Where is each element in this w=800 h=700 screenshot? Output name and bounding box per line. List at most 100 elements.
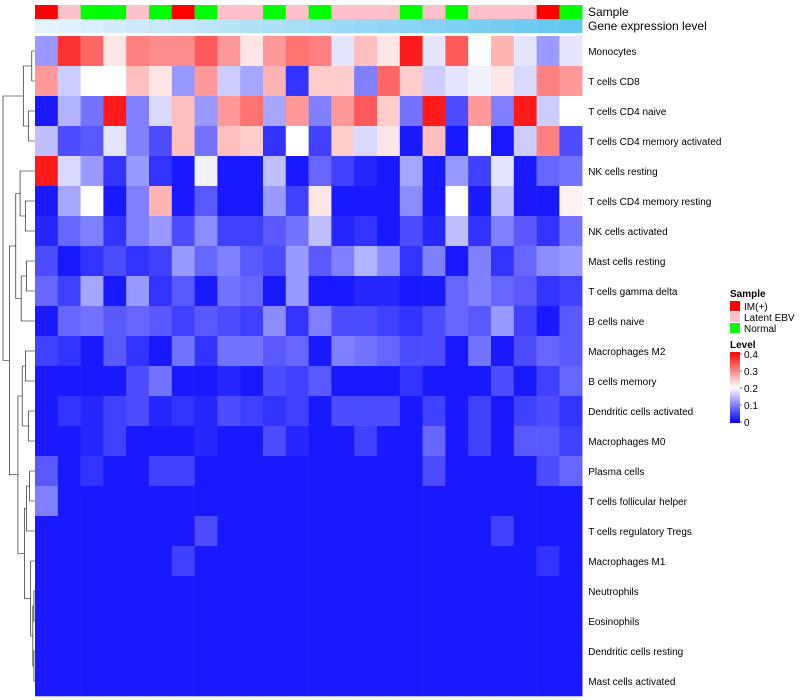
heatmap-cell bbox=[35, 276, 59, 307]
heatmap-cell bbox=[308, 156, 332, 187]
level-legend-title: Level bbox=[730, 340, 756, 351]
heatmap-cell bbox=[422, 66, 446, 97]
heatmap-cell bbox=[354, 396, 378, 427]
heatmap-cell bbox=[331, 426, 355, 457]
heatmap-cell bbox=[217, 666, 241, 697]
heatmap-cell bbox=[126, 636, 150, 667]
heatmap-cell bbox=[468, 276, 492, 307]
sample-annotation-cell bbox=[171, 5, 195, 19]
dendrogram-branch bbox=[32, 605, 34, 667]
heatmap-cell bbox=[559, 336, 583, 367]
heatmap-cell bbox=[171, 426, 195, 457]
heatmap-cell bbox=[57, 396, 81, 427]
dendrogram-branch bbox=[22, 65, 32, 127]
heatmap-cell bbox=[513, 276, 537, 307]
heatmap-cell bbox=[422, 36, 446, 67]
heatmap-cell bbox=[240, 276, 264, 307]
heatmap-cell bbox=[399, 576, 423, 607]
heatmap-cell bbox=[399, 486, 423, 517]
heatmap-cell bbox=[217, 156, 241, 187]
heatmap-cell bbox=[536, 576, 560, 607]
heatmap-cell bbox=[331, 336, 355, 367]
heatmap-cell bbox=[240, 426, 264, 457]
expression-annotation-cell bbox=[126, 19, 150, 33]
heatmap-cell bbox=[263, 636, 287, 667]
heatmap-cell bbox=[126, 186, 150, 217]
heatmap-cell bbox=[491, 576, 515, 607]
expression-annotation-cell bbox=[422, 19, 446, 33]
heatmap-cell bbox=[513, 396, 537, 427]
heatmap-cell bbox=[285, 186, 309, 217]
heatmap-cell bbox=[171, 276, 195, 307]
heatmap-cell bbox=[126, 216, 150, 247]
heatmap-cell bbox=[126, 666, 150, 697]
expression-annotation-cell bbox=[80, 19, 104, 33]
heatmap-cell bbox=[422, 426, 446, 457]
level-tick-label: 0 bbox=[744, 418, 750, 429]
heatmap-cell bbox=[285, 456, 309, 487]
heatmap-cell bbox=[513, 306, 537, 337]
heatmap-cell bbox=[149, 66, 173, 97]
heatmap-cell bbox=[468, 66, 492, 97]
heatmap-cell bbox=[377, 516, 401, 547]
heatmap-cell bbox=[35, 246, 59, 277]
row-label: NK cells activated bbox=[588, 227, 667, 238]
sample-legend-label: Normal bbox=[744, 324, 776, 335]
heatmap-cell bbox=[536, 336, 560, 367]
heatmap-cell bbox=[491, 216, 515, 247]
heatmap-cell bbox=[57, 36, 81, 67]
sample-legend-label: Latent EBV bbox=[744, 313, 795, 324]
heatmap-cell bbox=[285, 486, 309, 517]
row-label: Neutrophils bbox=[588, 587, 639, 598]
heatmap-cell bbox=[171, 546, 195, 577]
heatmap-cell bbox=[536, 246, 560, 277]
heatmap-cell bbox=[149, 666, 173, 697]
heatmap-cell bbox=[194, 306, 218, 337]
heatmap-cell bbox=[217, 456, 241, 487]
heatmap-cell bbox=[377, 276, 401, 307]
heatmap-cell bbox=[308, 306, 332, 337]
heatmap-cell bbox=[422, 516, 446, 547]
heatmap-cell bbox=[103, 366, 127, 397]
heatmap-cell bbox=[35, 126, 59, 157]
heatmap-cell bbox=[35, 96, 59, 127]
dendrogram-branch bbox=[26, 260, 35, 292]
heatmap-cell bbox=[536, 306, 560, 337]
heatmap-cell bbox=[80, 366, 104, 397]
heatmap-cell bbox=[103, 636, 127, 667]
heatmap-cell bbox=[126, 276, 150, 307]
heatmap-cell bbox=[285, 216, 309, 247]
heatmap-cell bbox=[308, 426, 332, 457]
heatmap-cell bbox=[445, 666, 469, 697]
heatmap-cell bbox=[57, 216, 81, 247]
heatmap-cell bbox=[126, 66, 150, 97]
heatmap-cell bbox=[513, 606, 537, 637]
heatmap-cell bbox=[422, 126, 446, 157]
heatmap-cell bbox=[57, 246, 81, 277]
heatmap-cell bbox=[468, 246, 492, 277]
heatmap-cell bbox=[399, 126, 423, 157]
heatmap-cell bbox=[126, 486, 150, 517]
heatmap-cell bbox=[468, 456, 492, 487]
heatmap-cell bbox=[217, 606, 241, 637]
heatmap-cell bbox=[240, 396, 264, 427]
heatmap-cell bbox=[377, 66, 401, 97]
heatmap-cell bbox=[377, 606, 401, 637]
heatmap-cell bbox=[57, 156, 81, 187]
heatmap-cell bbox=[57, 66, 81, 97]
heatmap-cell bbox=[171, 186, 195, 217]
heatmap-cell bbox=[263, 396, 287, 427]
heatmap-cell bbox=[491, 366, 515, 397]
heatmap-cell bbox=[171, 516, 195, 547]
row-label: NK cells resting bbox=[588, 167, 657, 178]
heatmap-cell bbox=[559, 126, 583, 157]
heatmap-cell bbox=[57, 366, 81, 397]
level-tick-label: 0.1 bbox=[744, 401, 758, 412]
heatmap-cell bbox=[331, 366, 355, 397]
sample-annotation-cell bbox=[399, 5, 423, 19]
heatmap-cell bbox=[354, 276, 378, 307]
heatmap-cell bbox=[445, 426, 469, 457]
heatmap-cell bbox=[422, 306, 446, 337]
heatmap-cell bbox=[35, 666, 59, 697]
